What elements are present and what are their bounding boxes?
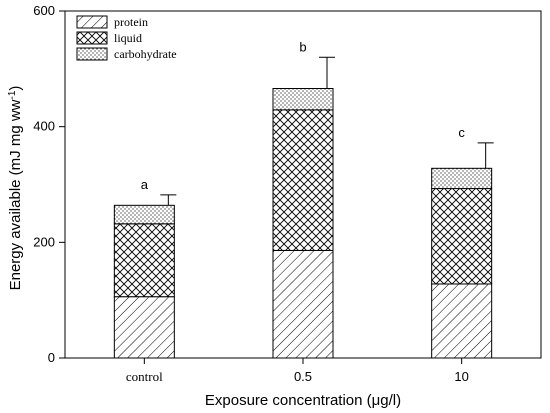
x-tick-label: 0.5 <box>294 369 312 384</box>
bar-segment-carbohydrate <box>113 204 175 225</box>
bar-segment-liquid <box>113 223 175 298</box>
bar-segment-protein <box>113 296 175 359</box>
legend-swatch-carbohydrate <box>76 47 108 61</box>
bar-segment-liquid <box>272 109 334 251</box>
y-tick-label: 600 <box>33 3 55 18</box>
bar-segment-carbohydrate <box>272 87 334 111</box>
bar-segment-protein <box>272 249 334 359</box>
legend-label-liquid: liquid <box>114 31 142 45</box>
legend-label-carbohydrate: carbohydrate <box>114 47 177 61</box>
bar-segment-liquid <box>431 188 493 285</box>
legend-swatch-protein <box>76 15 108 29</box>
x-tick-label: 10 <box>454 369 468 384</box>
legend-swatch-liquid <box>76 31 108 45</box>
y-tick-label: 0 <box>48 350 55 365</box>
y-tick-label: 200 <box>33 234 55 249</box>
y-tick-label: 400 <box>33 119 55 134</box>
significance-label: b <box>299 39 306 54</box>
x-tick-label: control <box>126 369 163 384</box>
significance-label: a <box>141 177 149 192</box>
bar-segment-protein <box>431 283 493 359</box>
significance-label: c <box>458 125 465 140</box>
legend-label-protein: protein <box>114 15 148 29</box>
x-axis-label: Exposure concentration (μg/l) <box>205 392 401 409</box>
bar-segment-carbohydrate <box>431 167 493 190</box>
y-axis-label: Energy available (mJ mg ww-1) <box>7 86 25 291</box>
